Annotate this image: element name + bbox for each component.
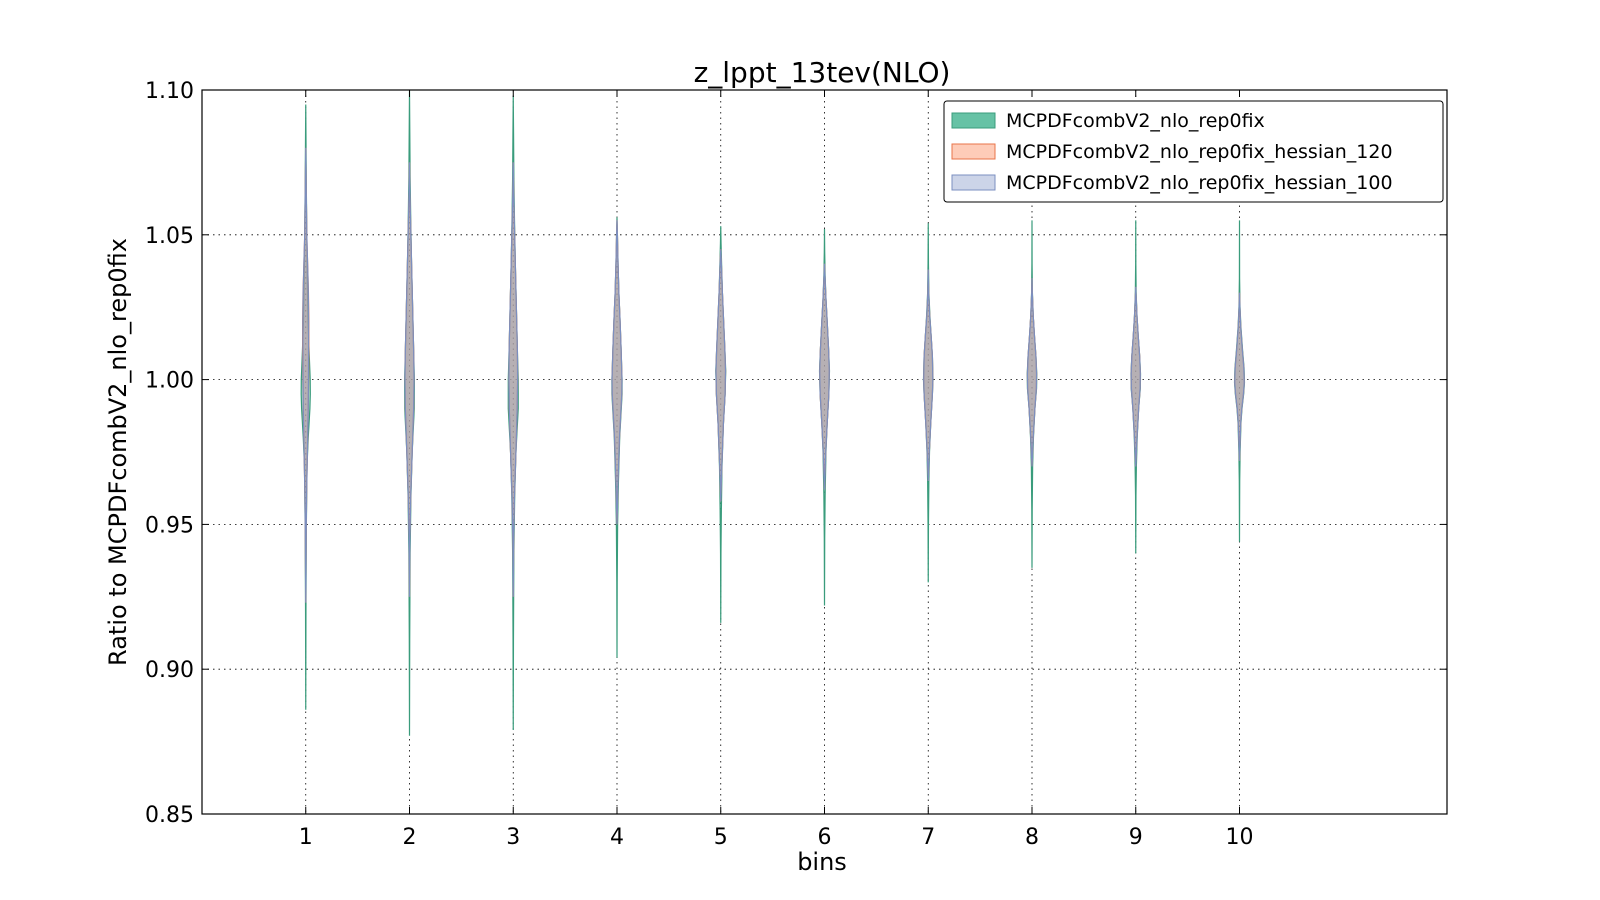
violin-bin-6 bbox=[819, 263, 830, 490]
y-tick-label: 0.85 bbox=[145, 803, 194, 828]
violin-bin-4 bbox=[611, 220, 623, 525]
legend-entry-label: MCPDFcombV2_nlo_rep0fix_hessian_100 bbox=[1006, 172, 1393, 194]
x-tick-label: 1 bbox=[299, 825, 313, 850]
violin-series bbox=[300, 89, 1246, 736]
legend-entry-label: MCPDFcombV2_nlo_rep0fix bbox=[1006, 110, 1265, 132]
legend: MCPDFcombV2_nlo_rep0fix MCPDFcombV2_nlo_r… bbox=[943, 100, 1444, 203]
x-tick-label: 9 bbox=[1129, 825, 1143, 850]
x-tick-label: 10 bbox=[1226, 825, 1254, 850]
axis-ticks: 0.85 0.90 0.95 1.00 1.05 1.10 1 2 3 4 5 6 7 8 9 10 bbox=[145, 79, 1447, 850]
legend-swatch bbox=[951, 112, 996, 129]
violin-bin-7 bbox=[923, 269, 934, 481]
x-tick-label: 5 bbox=[714, 825, 728, 850]
legend-box bbox=[943, 100, 1444, 203]
legend-swatch bbox=[951, 143, 996, 160]
violin-bin-1 bbox=[302, 147, 310, 603]
x-tick-label: 8 bbox=[1025, 825, 1039, 850]
violin-bin-2 bbox=[404, 162, 415, 597]
x-tick-label: 2 bbox=[403, 825, 417, 850]
y-tick-label: 0.95 bbox=[145, 513, 194, 538]
x-axis-label: bins bbox=[797, 848, 847, 876]
x-tick-label: 6 bbox=[818, 825, 832, 850]
y-axis-label: Ratio to MCPDFcombV2_nlo_rep0fix bbox=[104, 238, 132, 666]
y-tick-label: 1.05 bbox=[145, 224, 194, 249]
violin-series-3 bbox=[302, 147, 1245, 603]
chart-title: z_lppt_13tev(NLO) bbox=[694, 56, 951, 89]
y-tick-label: 1.00 bbox=[145, 369, 194, 394]
x-tick-label: 3 bbox=[506, 825, 520, 850]
violin-bin-9 bbox=[1130, 286, 1141, 467]
violin-bin-1 bbox=[300, 104, 311, 710]
y-tick-label: 0.90 bbox=[145, 658, 194, 683]
x-tick-label: 4 bbox=[610, 825, 624, 850]
violin-bin-8 bbox=[1026, 278, 1038, 467]
violin-bin-5 bbox=[715, 249, 727, 502]
legend-entry-label: MCPDFcombV2_nlo_rep0fix_hessian_120 bbox=[1006, 141, 1393, 163]
violin-bin-10 bbox=[1234, 292, 1245, 461]
y-tick-label: 1.10 bbox=[145, 79, 194, 104]
legend-swatch bbox=[951, 174, 996, 191]
violin-bin-3 bbox=[508, 162, 519, 597]
x-tick-label: 7 bbox=[921, 825, 935, 850]
violin-series-2 bbox=[302, 147, 1245, 603]
